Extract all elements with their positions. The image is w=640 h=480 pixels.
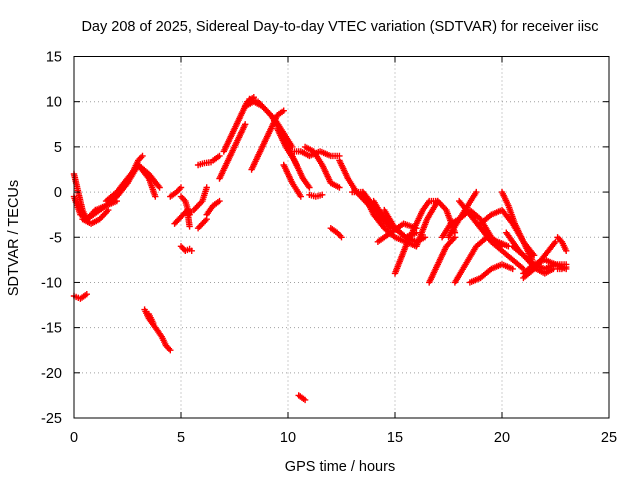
data-point [152,193,159,200]
series-arc-14 [190,184,210,214]
series-arc-52 [554,263,570,273]
data-point [188,247,195,254]
series-arc-18 [209,152,223,164]
series-arc-50 [520,238,559,282]
series-arc-30 [295,392,309,404]
y-tick-label: -20 [41,366,62,382]
y-tick-label: 5 [54,140,62,156]
data-point [509,265,516,273]
data-point [216,197,223,205]
data-point [156,184,163,191]
series-arc-44 [456,197,527,273]
data-point [177,184,185,191]
y-axis-label: SDTVAR / TECUs [6,180,22,296]
y-tick-label: 0 [54,185,62,201]
data-point [203,184,210,191]
series-arc-03 [79,206,112,227]
series-arc-23 [248,107,287,173]
data-point [105,206,112,214]
series-arc-20 [216,121,249,182]
data-point [306,184,313,191]
data-point [301,396,309,404]
data-points [70,94,570,404]
y-tick-label: 10 [46,95,62,111]
data-point [297,193,304,200]
x-tick-label: 15 [387,430,403,446]
series-arc-24 [274,125,313,191]
series-arc-07 [102,161,159,205]
x-axis-label: GPS time / hours [285,459,395,475]
series-arc-39 [426,234,459,286]
data-point [563,263,570,271]
data-point [83,291,90,298]
data-point [167,347,174,354]
series-arc-28 [306,191,326,200]
data-point [242,121,249,128]
y-tick-label: 15 [46,50,62,66]
y-tick-labels: 15 10 5 0 -5 -10 -15 -20 -25 [41,50,62,428]
series-arc-27 [301,143,343,191]
data-point [186,223,193,230]
series-arc-29 [327,225,345,241]
series-arc-05 [92,152,146,214]
series-arc-12 [171,206,193,230]
series-arc-36 [374,220,420,245]
x-tick-label: 10 [280,430,296,446]
y-tick-label: -15 [41,321,62,337]
axis-ticks [73,56,610,419]
y-tick-label: -25 [41,411,62,427]
x-tick-label: 5 [177,430,185,446]
data-point [451,234,459,241]
series-arc-16 [203,197,223,218]
chart-title: Day 208 of 2025, Sidereal Day-to-day VTE… [81,19,598,35]
data-point [336,184,343,191]
series-arc-43 [466,261,516,286]
x-tick-label: 25 [601,430,617,446]
data-point [319,191,326,198]
series-arc-09 [145,310,157,327]
x-tick-labels: 0 5 10 15 20 25 [70,430,617,446]
data-point [563,247,570,254]
data-point [280,107,287,114]
y-tick-label: -10 [41,275,62,291]
x-tick-label: 20 [494,430,510,446]
data-point [473,188,480,196]
x-tick-label: 0 [70,430,78,446]
data-point [139,152,146,160]
data-point [216,152,223,160]
data-point [552,238,559,245]
series-arc-10 [167,184,185,200]
series-arc-15 [194,216,210,232]
y-tick-label: -5 [49,230,62,246]
series-arc-25 [280,161,304,200]
data-point [338,234,345,241]
series-arc-51 [554,234,570,254]
data-point [150,319,157,327]
series-arc-13 [177,243,195,254]
